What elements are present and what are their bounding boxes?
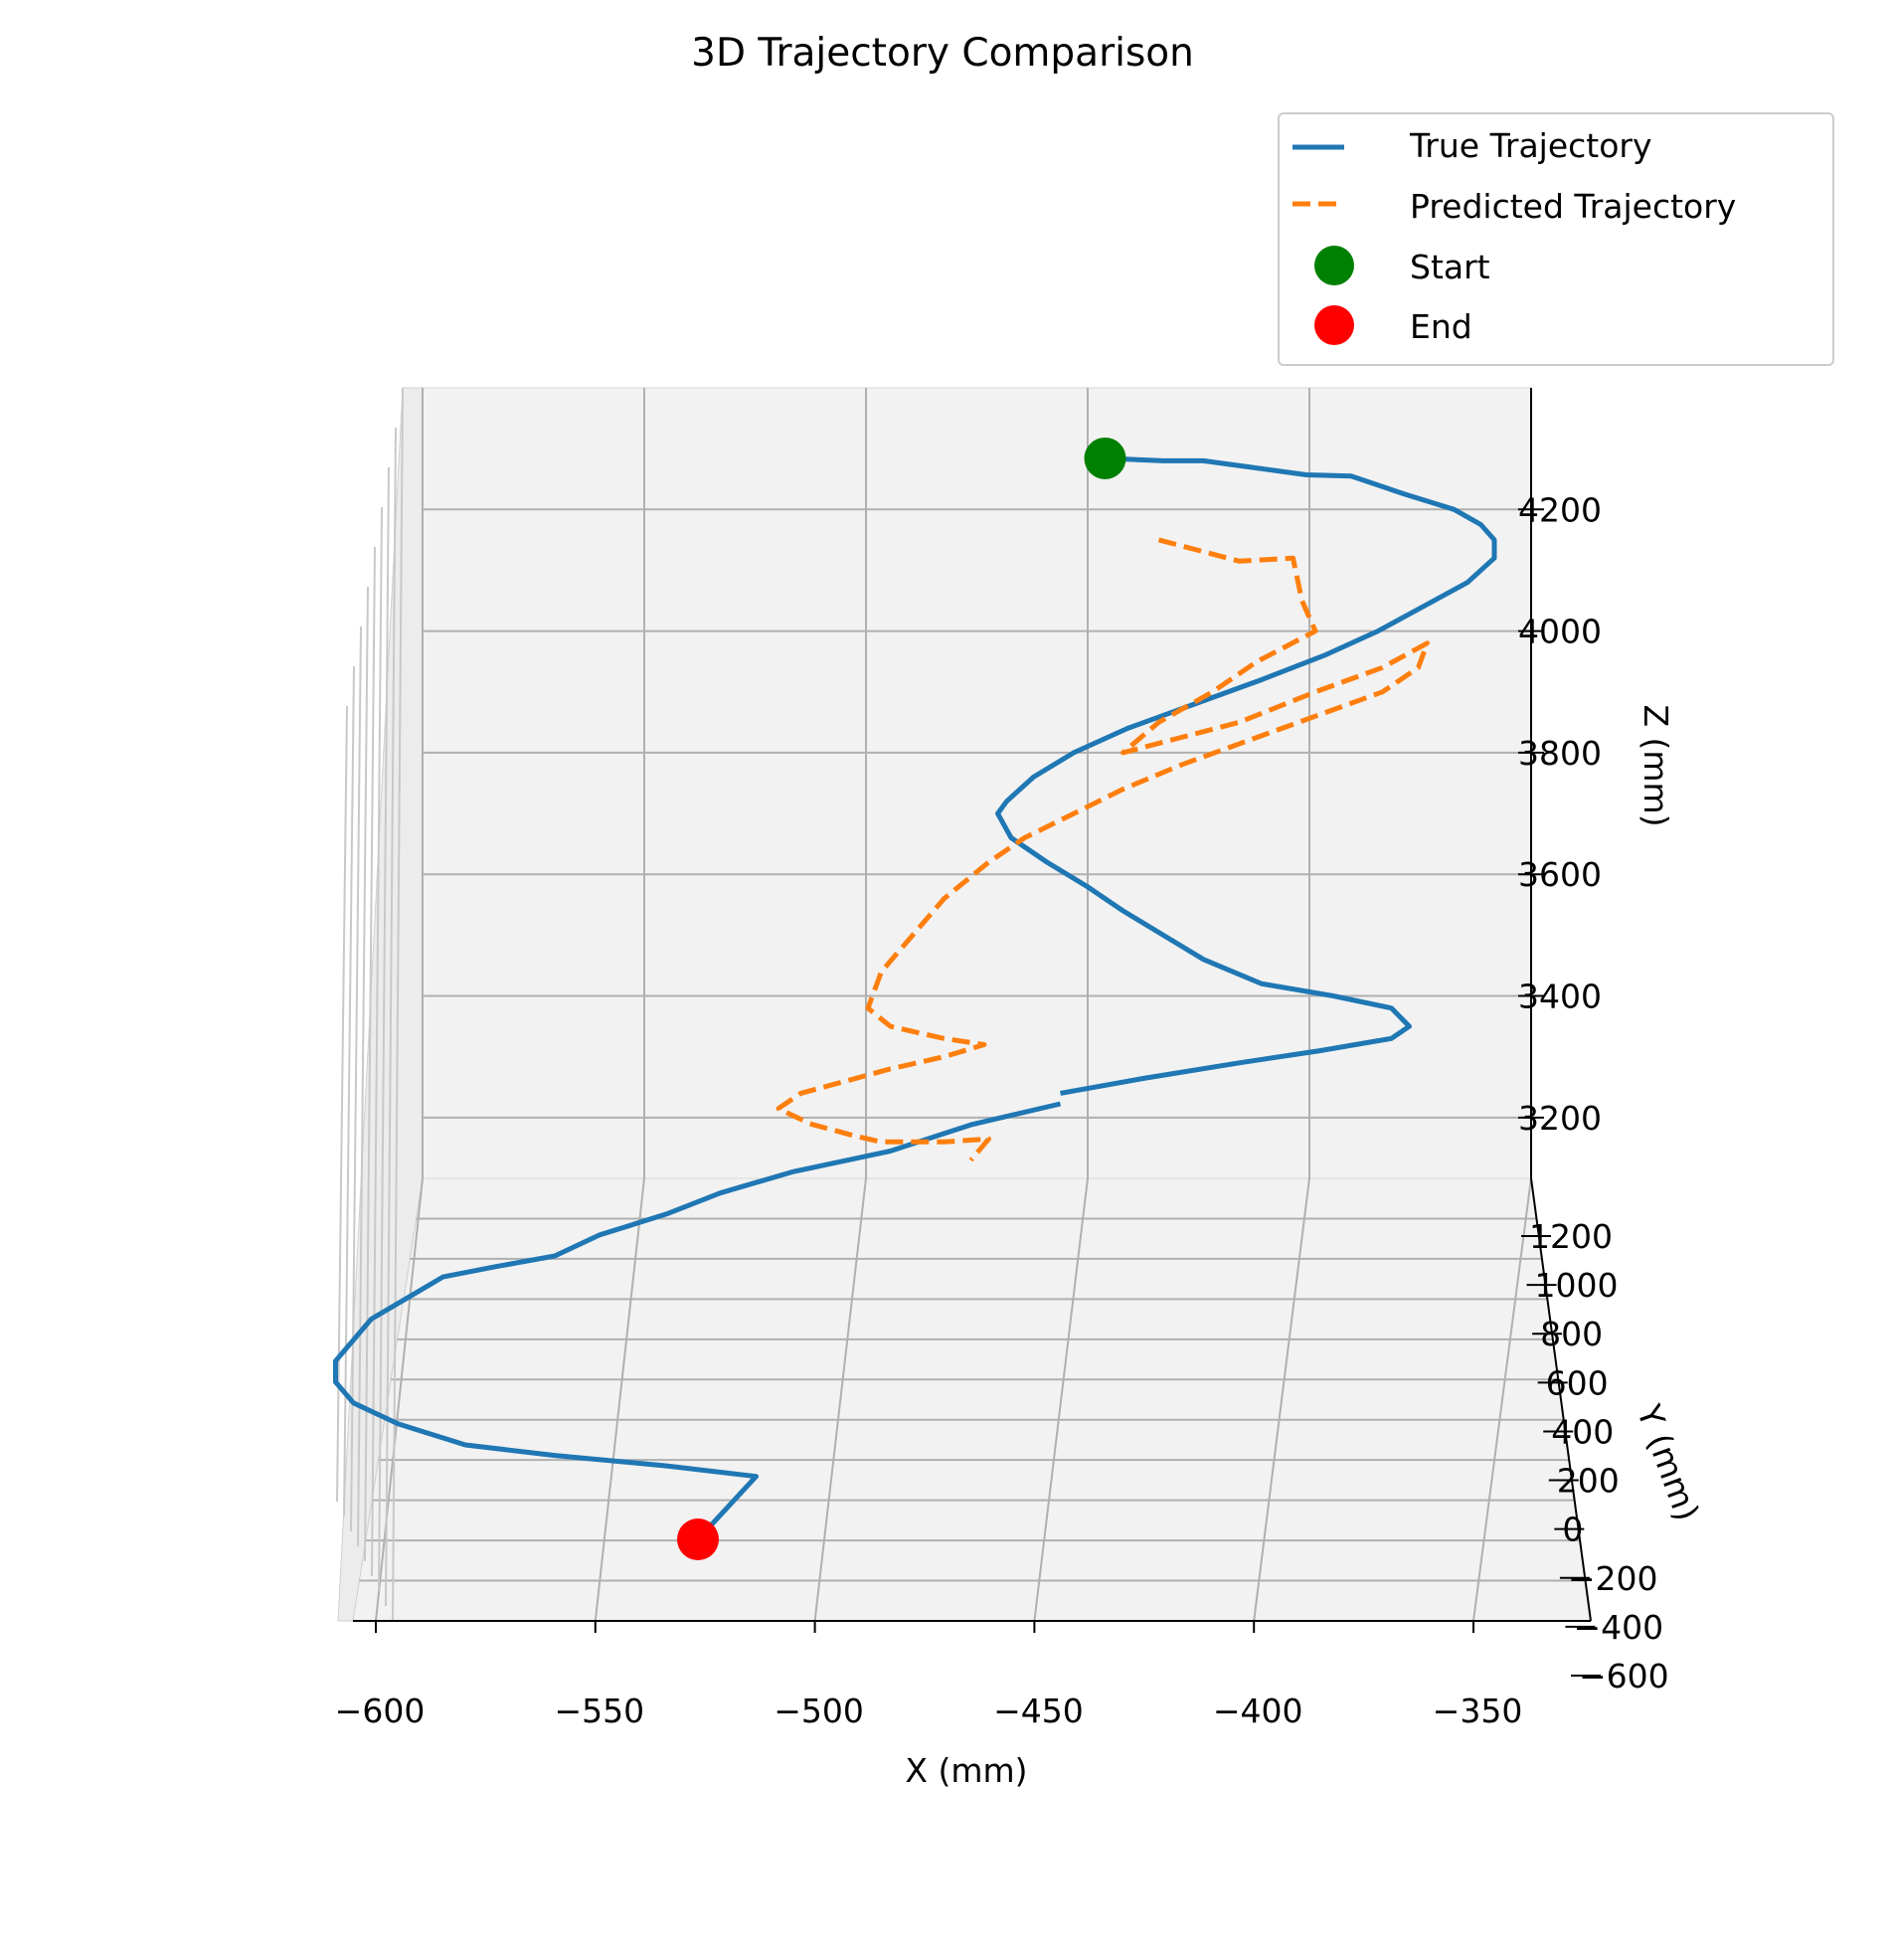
legend-frame <box>1278 112 1834 366</box>
back-pane <box>422 387 1532 1179</box>
side-gridline <box>378 466 390 1592</box>
x-floor-gridline <box>1253 1177 1310 1622</box>
true-trajectory-line <box>995 455 1497 1096</box>
y-tick-label: −400 <box>1573 1608 1663 1647</box>
legend-start-label: Start <box>1410 248 1490 286</box>
x-floor-gridline <box>1033 1177 1089 1622</box>
x-floor-gridline <box>813 1177 867 1622</box>
y-axis-line <box>1530 1177 1592 1622</box>
legend-predicted-label: Predicted Trajectory <box>1410 187 1736 226</box>
z-tick-label: 3800 <box>1518 734 1602 773</box>
x-tick-label: −350 <box>1433 1692 1523 1730</box>
side-gridline <box>350 625 362 1532</box>
x-axis-label: X (mm) <box>905 1751 1027 1790</box>
side-gridline <box>336 705 348 1503</box>
floor-pane <box>352 1177 1592 1622</box>
y-tick-label: 400 <box>1551 1412 1614 1451</box>
y-tick-label: 0 <box>1562 1511 1583 1549</box>
axes: −600 −550 −500 −450 −400 −3504200400038003600… <box>335 388 1669 1730</box>
z-tick-label: 3200 <box>1518 1099 1602 1138</box>
start-marker <box>1084 437 1126 479</box>
legend-true-label: True Trajectory <box>1409 126 1652 165</box>
x-floor-gridline <box>594 1177 645 1622</box>
y-tick-label: 600 <box>1546 1363 1609 1402</box>
legend-start-marker <box>1314 246 1354 285</box>
side-gridline <box>343 665 355 1517</box>
true-trajectory-line-near <box>333 1101 1062 1541</box>
side-gridline <box>392 387 404 1622</box>
y-tick-label: −200 <box>1568 1559 1658 1598</box>
markers <box>677 437 1126 1560</box>
z-axis-label: Z (mm) <box>1637 704 1675 826</box>
z-tick-label: 4000 <box>1518 613 1602 651</box>
y-tick-label: 800 <box>1540 1315 1603 1353</box>
y-tick-label: 1000 <box>1535 1266 1619 1305</box>
y-tick-label: 1200 <box>1529 1217 1613 1256</box>
y-tick-label: −600 <box>1579 1657 1669 1695</box>
z-tick-label: 3600 <box>1518 855 1602 894</box>
legend-end-label: End <box>1410 307 1472 346</box>
x-tick-label: −450 <box>993 1692 1084 1730</box>
y-axis-label: Y (mm) <box>1629 1399 1706 1526</box>
side-gridline <box>357 586 369 1547</box>
z-tick-label: 4200 <box>1518 490 1602 529</box>
x-tick-label: −500 <box>774 1692 864 1730</box>
y-tick-label: 200 <box>1557 1462 1620 1501</box>
end-marker <box>677 1518 719 1560</box>
predicted-trajectory-line <box>776 537 1430 1162</box>
x-tick-label: −550 <box>554 1692 644 1730</box>
legend: True Trajectory Predicted Trajectory Sta… <box>1278 112 1834 366</box>
x-floor-gridline <box>375 1177 424 1622</box>
side-gridline <box>371 506 383 1577</box>
x-tick-label: −400 <box>1213 1692 1303 1730</box>
z-tick-label: 3400 <box>1518 978 1602 1016</box>
chart-title: 3D Trajectory Comparison <box>691 31 1194 76</box>
x-tick-label: −600 <box>335 1692 426 1730</box>
legend-end-marker <box>1314 305 1354 345</box>
side-gridline <box>364 546 376 1562</box>
side-gridline <box>385 427 397 1607</box>
series-lines <box>333 455 1497 1541</box>
x-floor-gridline <box>1472 1177 1532 1622</box>
